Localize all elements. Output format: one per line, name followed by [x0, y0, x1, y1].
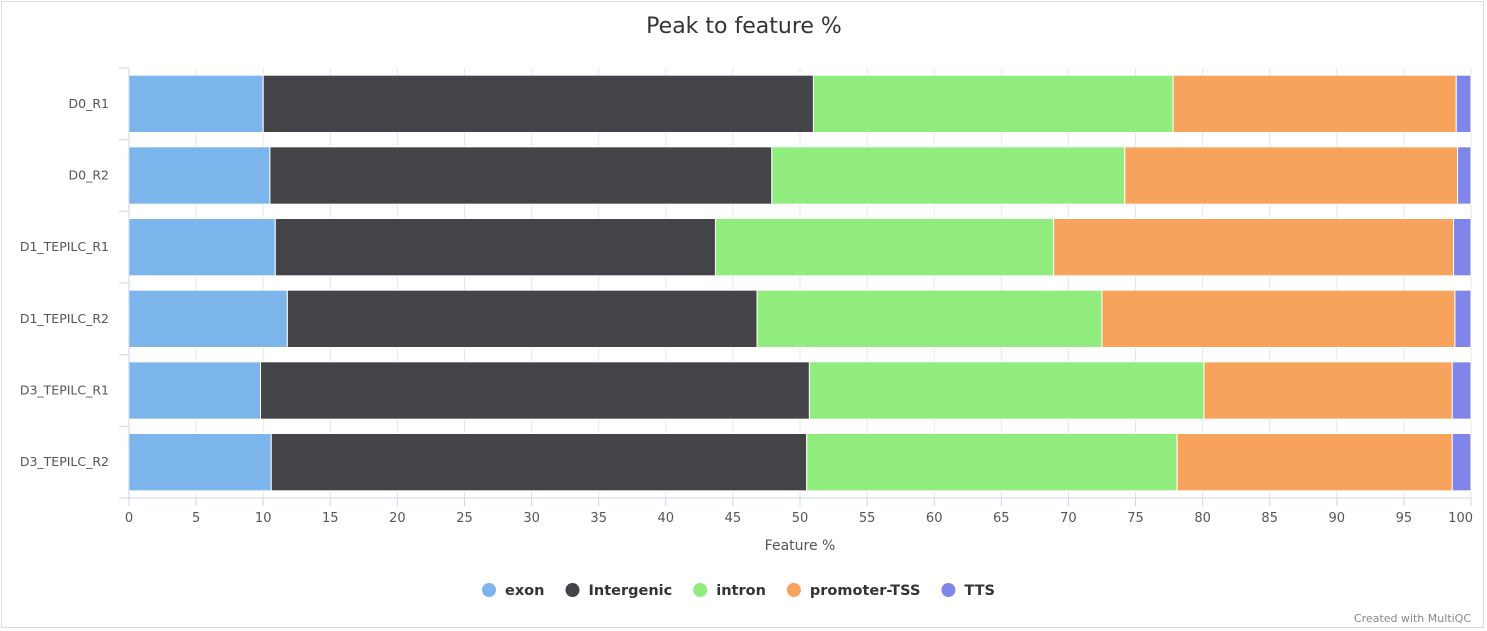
x-tick-label: 80 — [1194, 511, 1211, 526]
bar-segment-exon[interactable] — [128, 361, 262, 420]
bar-segment-tts[interactable] — [1453, 218, 1472, 277]
legend-label: intron — [716, 583, 766, 599]
bar-segment-promoter-tss[interactable] — [1101, 289, 1456, 348]
legend-item-promoter-tss[interactable]: promoter-TSS — [786, 583, 921, 599]
legend-item-tts[interactable]: TTS — [941, 583, 995, 599]
x-tick-label: 90 — [1329, 511, 1346, 526]
legend-label: Intergenic — [588, 583, 672, 599]
category-label: D3_TEPILC_R1 — [20, 383, 109, 398]
x-tick-labels: 0 5 10 15 20 25 30 35 40 45 50 55 60 65 70 75 80 85 90 95 10… — [125, 511, 1473, 526]
x-tick-label: 70 — [1060, 511, 1077, 526]
x-tick-label: 55 — [859, 511, 876, 526]
bar-segment-tts[interactable] — [1454, 289, 1472, 348]
legend-label: promoter-TSS — [810, 583, 921, 599]
bar-segment-intergenic[interactable] — [274, 218, 716, 277]
category-label: D0_R2 — [69, 168, 109, 183]
x-tick-label: 35 — [590, 511, 607, 526]
legend-marker — [693, 583, 708, 597]
legend-marker — [941, 583, 956, 597]
x-axis-title: Feature % — [765, 538, 836, 554]
bars — [128, 74, 1472, 492]
bar-segment-intron[interactable] — [806, 433, 1178, 492]
legend-label: TTS — [964, 583, 995, 599]
bar-segment-intron[interactable] — [756, 289, 1103, 348]
x-tick-label: 40 — [658, 511, 675, 526]
category-label: D1_TEPILC_R1 — [20, 239, 109, 254]
category-labels: D0_R1 D0_R2 D1_TEPILC_R1 D1_TEPILC_R2 D3_TEP… — [20, 96, 109, 469]
x-tick-label: 65 — [993, 511, 1010, 526]
category-label: D3_TEPILC_R2 — [20, 454, 109, 469]
bar-segment-intergenic[interactable] — [286, 289, 758, 348]
legend: exon Intergenic intron promoter-TSS TTS — [482, 583, 995, 599]
bar-segment-tts[interactable] — [1457, 146, 1472, 205]
bar-segment-tts[interactable] — [1451, 361, 1472, 420]
bar-segment-promoter-tss[interactable] — [1172, 74, 1457, 133]
bar-segment-promoter-tss[interactable] — [1176, 433, 1453, 492]
x-tick-label: 60 — [926, 511, 943, 526]
bar-segment-promoter-tss[interactable] — [1053, 218, 1455, 277]
legend-label: exon — [505, 583, 544, 599]
bar-segment-exon[interactable] — [128, 218, 276, 277]
x-tick-label: 10 — [255, 511, 272, 526]
x-tick-label: 20 — [389, 511, 406, 526]
x-tick-label: 75 — [1127, 511, 1144, 526]
legend-marker — [565, 583, 580, 597]
credit-text: Created with MultiQC — [1354, 612, 1471, 625]
bar-segment-promoter-tss[interactable] — [1124, 146, 1459, 205]
bar-segment-tts[interactable] — [1455, 74, 1472, 133]
category-label: D0_R1 — [69, 96, 109, 111]
chart-title: Peak to feature % — [646, 14, 842, 39]
bar-segment-tts[interactable] — [1451, 433, 1472, 492]
bar-segment-exon[interactable] — [128, 146, 271, 205]
x-tick-label: 0 — [125, 511, 133, 526]
legend-item-intergenic[interactable]: Intergenic — [565, 583, 672, 599]
bar-segment-intron[interactable] — [714, 218, 1055, 277]
bar-segment-intergenic[interactable] — [270, 433, 808, 492]
bar-segment-exon[interactable] — [128, 289, 288, 348]
axes — [119, 67, 1472, 506]
x-tick-label: 85 — [1261, 511, 1278, 526]
x-tick-label: 30 — [523, 511, 540, 526]
legend-item-exon[interactable]: exon — [482, 583, 544, 599]
bar-segment-intergenic[interactable] — [260, 361, 810, 420]
legend-marker — [786, 583, 801, 597]
bar-segment-exon[interactable] — [128, 74, 264, 133]
bar-segment-intergenic[interactable] — [269, 146, 773, 205]
x-tick-label: 5 — [192, 511, 200, 526]
bar-segment-intron[interactable] — [808, 361, 1205, 420]
bar-segment-exon[interactable] — [128, 433, 272, 492]
x-tick-label: 15 — [322, 511, 339, 526]
category-label: D1_TEPILC_R2 — [20, 311, 109, 326]
legend-item-intron[interactable]: intron — [693, 583, 766, 599]
bar-segment-intergenic[interactable] — [262, 74, 814, 133]
bar-segment-promoter-tss[interactable] — [1203, 361, 1453, 420]
x-tick-label: 95 — [1396, 511, 1413, 526]
x-tick-label: 100 — [1448, 511, 1473, 526]
x-tick-label: 25 — [456, 511, 473, 526]
bar-segment-intron[interactable] — [771, 146, 1126, 205]
x-tick-label: 45 — [725, 511, 742, 526]
bar-segment-intron[interactable] — [812, 74, 1174, 133]
legend-marker — [482, 583, 496, 597]
x-tick-label: 50 — [792, 511, 809, 526]
